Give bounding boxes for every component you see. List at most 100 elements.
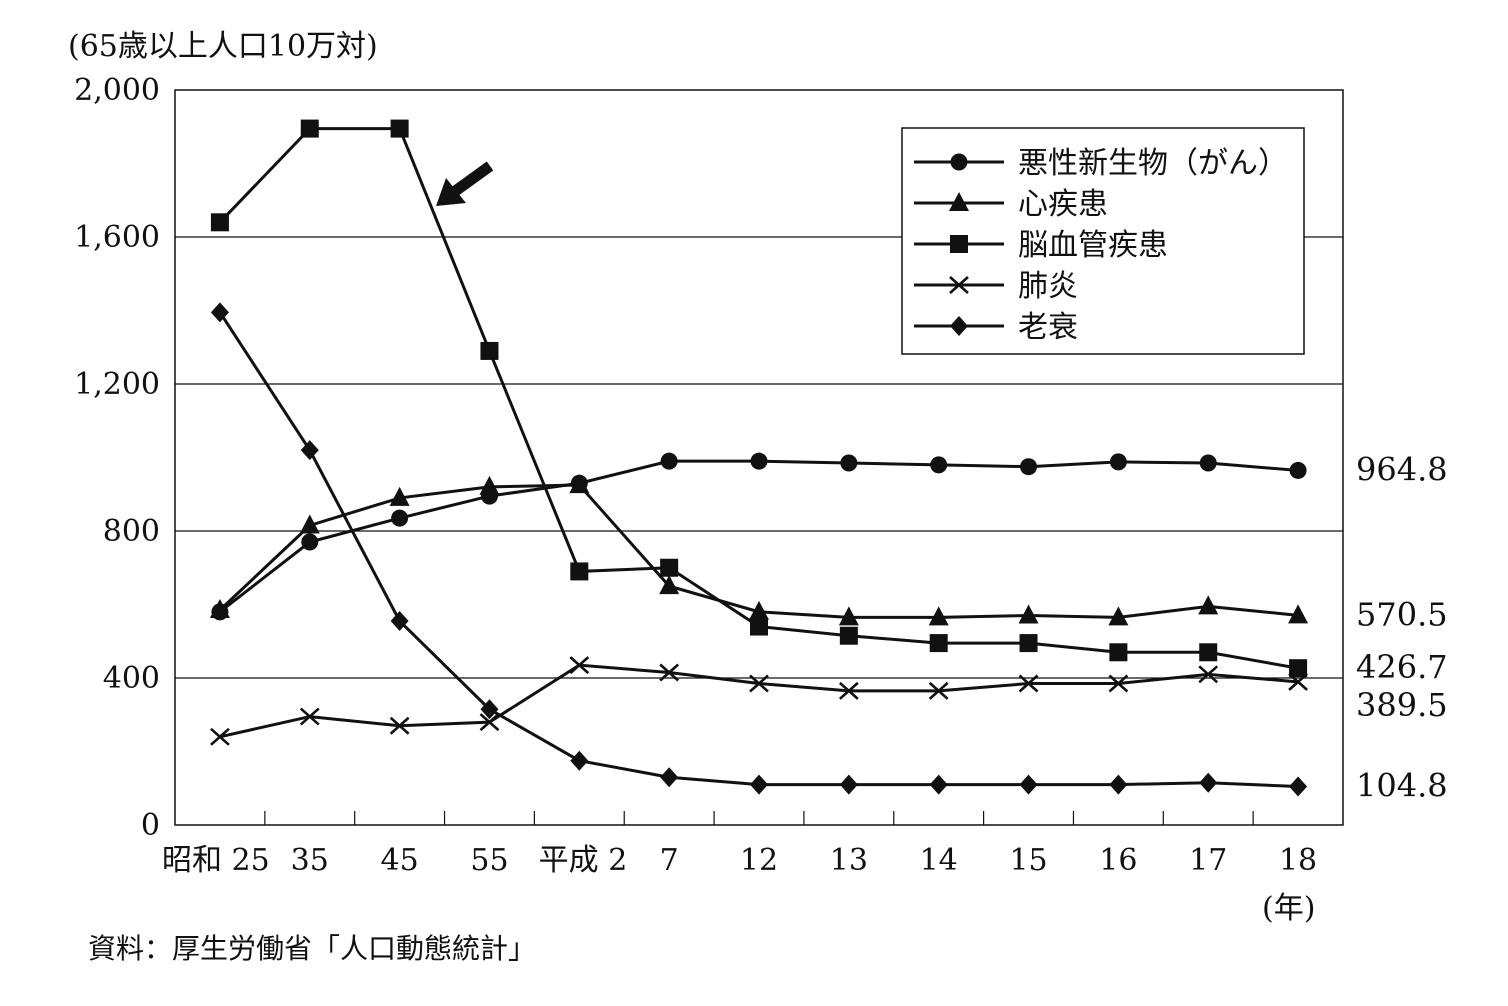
marker-triangle: [749, 600, 769, 620]
marker-x: [299, 707, 320, 726]
marker-x: [210, 727, 230, 746]
x-unit-label: (年): [1262, 891, 1315, 926]
x-tick-label: 昭和 25: [162, 843, 270, 878]
series-diamond: [210, 302, 1308, 797]
marker-square: [929, 634, 948, 653]
marker-diamond: [1019, 774, 1038, 795]
arrow-head: [436, 178, 466, 206]
marker-triangle: [1108, 606, 1129, 626]
marker-triangle: [209, 599, 230, 619]
legend-label: 心疾患: [1018, 187, 1108, 222]
marker-diamond: [660, 767, 679, 788]
marker-circle: [1289, 461, 1307, 479]
marker-x-stroke: [210, 727, 230, 746]
y-tick-label: 0: [141, 808, 160, 843]
marker-square: [1109, 643, 1128, 662]
marker-circle: [301, 533, 319, 551]
marker-x-stroke: [1198, 665, 1219, 684]
marker-square: [390, 119, 409, 138]
marker-diamond: [929, 774, 948, 795]
marker-diamond: [300, 440, 319, 461]
marker-square: [950, 235, 968, 253]
y-unit-label: (65歳以上人口10万対): [68, 29, 378, 64]
x-tick-label: 45: [381, 843, 419, 878]
marker-circle: [750, 452, 768, 470]
y-tick-label: 1,200: [74, 367, 160, 402]
marker-triangle: [389, 486, 410, 506]
marker-triangle: [479, 475, 500, 495]
marker-circle: [1109, 453, 1127, 471]
marker-triangle: [1288, 604, 1309, 624]
marker-diamond: [210, 302, 229, 323]
marker-x: [1108, 674, 1129, 693]
series-x: [210, 656, 1308, 746]
marker-square: [1199, 643, 1218, 662]
marker-diamond: [839, 774, 858, 795]
series-lines: [209, 119, 1309, 797]
marker-diamond: [1289, 776, 1308, 797]
end-value-label: 570.5: [1356, 595, 1448, 633]
marker-x: [1198, 665, 1219, 684]
marker-diamond: [950, 316, 968, 336]
marker-x: [949, 276, 969, 294]
marker-x-stroke: [949, 276, 969, 294]
marker-triangle: [1018, 604, 1039, 624]
series-line: [219, 663, 1299, 739]
marker-x: [749, 674, 769, 693]
y-tick-label: 400: [103, 661, 160, 696]
marker-triangle: [928, 606, 949, 626]
marker-diamond: [480, 699, 499, 720]
marker-square: [1289, 659, 1308, 678]
marker-triangle: [569, 474, 590, 494]
x-tick-label: 18: [1279, 843, 1317, 878]
marker-square: [750, 617, 768, 636]
marker-x-stroke: [569, 656, 590, 675]
x-tick-label: 55: [470, 843, 508, 878]
series-line: [218, 483, 1299, 619]
marker-x-stroke: [479, 713, 500, 732]
x-tick-label: 15: [1009, 843, 1047, 878]
arrow-shaft: [450, 161, 494, 197]
marker-diamond: [390, 611, 409, 632]
marker-triangle: [1198, 595, 1219, 615]
marker-x-stroke: [659, 663, 680, 682]
marker-triangle: [299, 514, 320, 534]
x-tick-label: 17: [1189, 843, 1227, 878]
end-value-label: 104.8: [1356, 766, 1448, 804]
marker-square: [570, 562, 589, 581]
marker-x-stroke: [389, 716, 410, 735]
marker-diamond: [570, 750, 589, 771]
marker-x-stroke: [749, 674, 769, 693]
marker-square: [839, 626, 858, 645]
marker-triangle: [838, 606, 859, 626]
x-tick-label: 35: [291, 843, 329, 878]
legend-box: [901, 127, 1305, 355]
plot-frame: [174, 89, 1344, 826]
marker-x: [928, 681, 949, 700]
end-value-label: 964.8: [1356, 450, 1448, 488]
x-tick-label: 7: [660, 843, 679, 878]
y-tick-label: 2,000: [74, 73, 160, 108]
series-square: [210, 119, 1308, 678]
marker-circle: [950, 153, 968, 171]
marker-x: [838, 681, 859, 700]
marker-x: [479, 713, 500, 732]
series-triangle: [209, 474, 1309, 626]
marker-square: [480, 341, 499, 360]
marker-square: [1019, 634, 1038, 653]
end-value-label: 389.5: [1356, 686, 1448, 724]
y-axis-ticks: 0 400 800 1,200 1,600 2,000: [74, 73, 160, 843]
x-tick-label: 平成 2: [539, 843, 628, 878]
source-note: 資料：厚生労働省「人口動態統計」: [88, 932, 536, 965]
y-tick-label: 1,600: [74, 220, 160, 255]
legend-label: 老衰: [1018, 310, 1078, 345]
marker-diamond: [750, 774, 768, 795]
marker-x-stroke: [838, 681, 859, 700]
x-tick-label: 14: [920, 843, 958, 878]
marker-x: [569, 656, 590, 675]
x-tick-label: 13: [830, 843, 868, 878]
marker-x: [389, 716, 410, 735]
